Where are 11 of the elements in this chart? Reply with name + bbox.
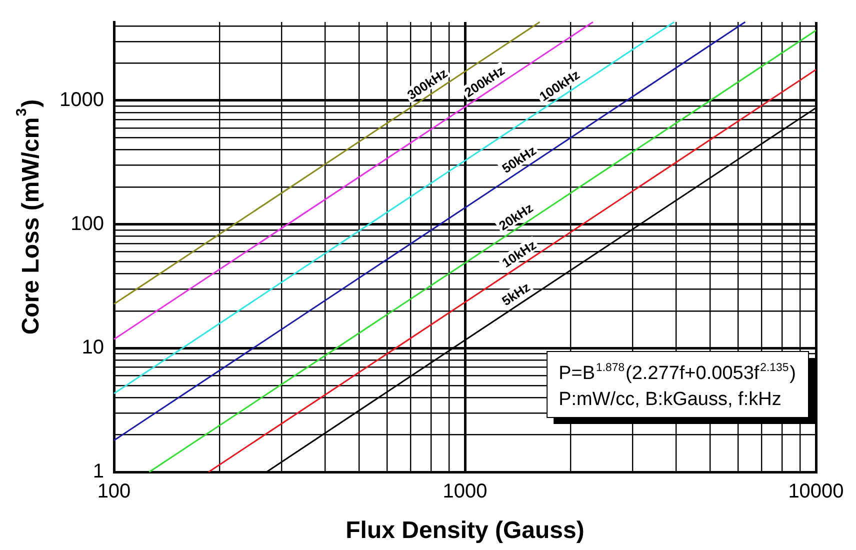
y-tick-label: 100	[70, 212, 104, 235]
annotation: P:mW/cc, B:kGauss, f:kHz	[558, 389, 782, 410]
x-axis-title: Flux Density (Gauss)	[346, 517, 584, 544]
text: 5kHz	[499, 279, 534, 309]
x-tick-label: 100	[97, 480, 131, 503]
y-tick-label: 1000	[60, 88, 104, 111]
y-axis-title: Core Loss (mW/cm3)	[14, 99, 45, 335]
x-tick-label: 10000	[788, 480, 844, 503]
y-tick-label: 10	[82, 336, 104, 359]
y-tick-label: 1	[92, 460, 104, 483]
x-tick-label: 1000	[442, 480, 488, 503]
